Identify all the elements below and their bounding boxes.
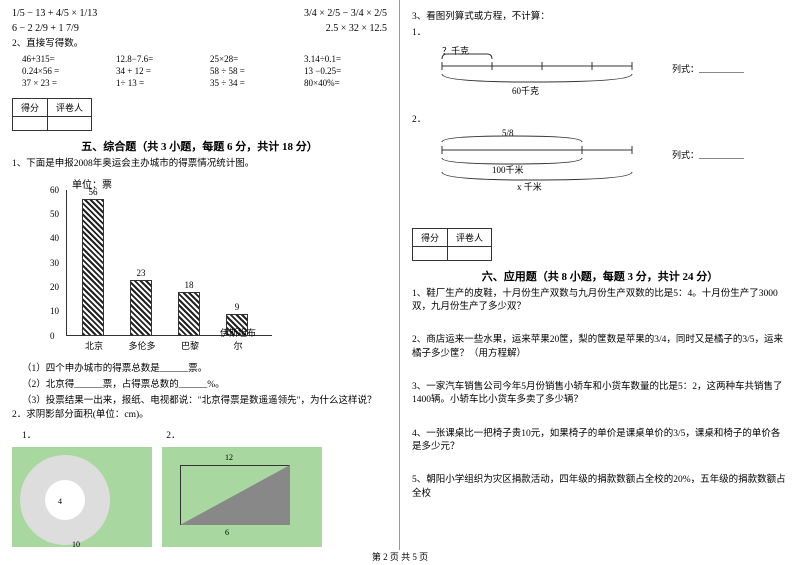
calc-item: 35 ÷ 34 = [210,78,280,88]
calc-item: 25×28= [210,54,280,64]
bar-chart: 单位：票 0102030405060 56北京23多伦多18巴黎9伊斯坦布尔 [42,176,272,356]
math-1a: 1/5 − 13 + 4/5 × 1/13 [12,8,97,19]
calc-item: 0.24×56 = [22,66,92,76]
chart-bar [130,280,152,336]
score-box-6: 得分 评卷人 [412,228,492,261]
s6-q5: 5、朝阳小学组织为灾区捐款活动，四年级的捐款数额占全校的20%，五年级的捐款数额… [412,474,788,501]
direct-calc-grid: 46+315= 12.8−7.6= 25×28= 3.14÷0.1= 0.24×56 =… [12,54,387,88]
s6-q2: 2、商店运来一些水果，运来苹果20筐，梨的筐数是苹果的3/4，同时又是橘子的3/… [412,334,788,361]
s5-sub3: （3）投票结果一出来，报纸、电视都说："北京得票是数遥遥领先"，为什么这样说？ [22,392,387,406]
calc-item: 1÷ 13 = [116,78,186,88]
diagram-2-label: 2． [412,114,788,127]
x-label: 多伦多 [120,339,164,352]
s6-q3: 3、一家汽车销售公司今年5月份销售小轿车和小货车数量的比是5：2，这两种车共销售… [412,381,788,408]
s5-q2: 2．求阴影部分面积(单位：cm)。 [12,409,387,422]
s5r-q3: 3、看图列算式或方程，不计算： [412,11,788,24]
diagram-1: ？千克 60千克 列式：__________ [432,44,788,94]
s5-q1: 1、下面是申报2008年奥运会主办城市的得票情况统计图。 [12,158,387,171]
chart-bar [82,199,104,335]
calc-item: 12.8−7.6= [116,54,186,64]
calc-item: 80×40%= [304,78,374,88]
section-5-title: 五、综合题（共 3 小题，每题 6 分，共计 18 分） [12,138,387,154]
y-tick: 60 [50,185,59,195]
y-tick: 10 [50,306,59,316]
dim-inner: 4 [58,497,62,506]
section-6-title: 六、应用题（共 8 小题，每题 3 分，共计 24 分） [412,268,788,284]
geometry-figures: 4 10 12 6 [12,447,387,547]
bar-value: 18 [178,280,200,290]
s5-sub2: （2）北京得______票，占得票总数的______%。 [22,376,387,390]
ring-figure: 4 [20,455,110,545]
s5-sub1: （1）四个申办城市的得票总数是______票。 [22,360,387,374]
grader-label-6: 评卷人 [448,228,492,246]
calc-item: 3.14÷0.1= [304,54,374,64]
s6-q1: 1、鞋厂生产的皮鞋，十月份生产双数与九月份生产双数的比是5：4。十月份生产了30… [412,288,788,315]
grader-label: 评卷人 [48,99,92,117]
y-tick: 30 [50,258,59,268]
calc-item: 58 ÷ 58 = [210,66,280,76]
math-2a: 6 − 2 2/9 + 1 7/9 [12,23,79,34]
bar-value: 9 [226,302,248,312]
dim-w: 12 [225,453,233,462]
calc-item: 13 −0.25= [304,66,374,76]
s6-q4: 4、一张课桌比一把椅子贵10元，如果椅子的单价是课桌单价的3/5，课桌和椅子的单… [412,428,788,455]
d1-bottom: 60千克 [512,84,539,97]
s5-q2b: 2． [166,427,180,441]
d2-mid: 100千米 [492,163,524,176]
math-1b: 3/4 × 2/5 − 3/4 × 2/5 [304,8,387,19]
x-label: 北京 [72,339,116,352]
x-label: 伊斯坦布尔 [216,326,260,352]
dim-h: 6 [225,528,229,537]
s5-q2a: 1． [22,427,36,441]
score-label-6: 得分 [413,228,448,246]
score-box-5: 得分 评卷人 [12,98,92,131]
score-label: 得分 [13,99,48,117]
y-tick: 50 [50,209,59,219]
x-label: 巴黎 [168,339,212,352]
dim-outer: 10 [72,540,80,549]
calc-item: 46+315= [22,54,92,64]
d1-ans: 列式：__________ [672,62,744,75]
triangle-figure: 12 6 [170,455,300,545]
calc-item: 34 + 12 = [116,66,186,76]
bar-value: 23 [130,268,152,278]
diagram-1-label: 1． [412,27,788,40]
page-footer: 第 2 页 共 5 页 [0,550,800,563]
bar-value: 56 [82,187,104,197]
direct-calc-title: 2、直接写得数。 [12,38,387,51]
math-2b: 2.5 × 32 × 12.5 [326,23,387,34]
d2-bottom: x 千米 [517,180,542,193]
diagram-2: 5/8 100千米 x 千米 列式：__________ [432,130,788,190]
y-tick: 20 [50,282,59,292]
y-tick: 40 [50,233,59,243]
d2-ans: 列式：__________ [672,148,744,161]
y-tick: 0 [50,331,55,341]
chart-bar [178,292,200,336]
calc-item: 37 × 23 = [22,78,92,88]
